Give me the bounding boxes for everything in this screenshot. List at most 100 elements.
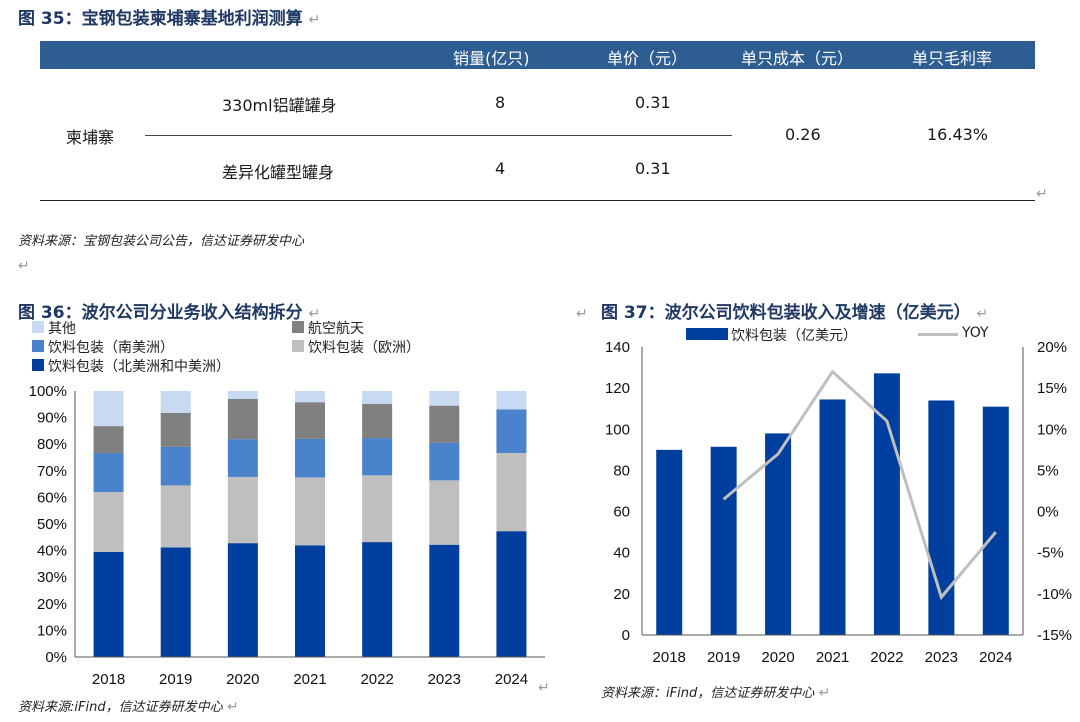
y-tick-label: 50% [37, 516, 67, 533]
bar-segment [160, 547, 191, 657]
row-divider [145, 135, 732, 136]
table-title-text: 宝钢包装柬埔寨基地利润测算 [81, 9, 303, 29]
legend-swatch-yoy [918, 333, 958, 336]
x-tick-label: 2023 [925, 649, 958, 666]
legend-label-aerospace: 航空航天 [308, 321, 364, 337]
y-tick-label: 90% [37, 410, 67, 427]
x-tick-label: 2020 [226, 671, 259, 688]
table-bottom-rule [40, 200, 1035, 201]
y-right-tick-label: 20% [1037, 339, 1067, 356]
legend-swatch-aerospace [292, 321, 304, 333]
chart36-plot: 0% 10% 20% 30% 40% 50% 60% 70% 80% 90% 100% 2018 201… [29, 383, 545, 688]
return-mark-icon: ↵ [308, 12, 321, 28]
bar-segment [160, 446, 191, 486]
legend-swatch-other [32, 321, 44, 333]
bar-segment [160, 391, 191, 413]
bar-segment [429, 391, 460, 406]
bar-segment [227, 439, 258, 477]
y-right-tick-label: -15% [1037, 627, 1072, 644]
x-tick-label: 2021 [293, 671, 326, 688]
bar-segment [429, 544, 460, 657]
bar-segment [496, 531, 527, 657]
chart37-plot: 0 20 40 60 80 100 120 140 -15% -10% -5% 0% 5% 10% 15% 2… [605, 339, 1072, 666]
chart36-title-prefix: 图 [18, 303, 35, 323]
row1-volume: 8 [495, 93, 506, 112]
bar-segment [429, 480, 460, 545]
revenue-bar [710, 446, 737, 635]
row2-product: 差异化罐型罐身 [222, 163, 335, 182]
bar-segment [362, 475, 393, 543]
x-tick-label: 2024 [495, 671, 528, 688]
x-tick-label: 2022 [870, 649, 903, 666]
bar-segment [496, 409, 527, 453]
bar-segment [295, 545, 325, 657]
region-cell: 柬埔寨 [66, 128, 115, 147]
bar-segment [496, 391, 527, 410]
chart37-title-prefix: 图 [601, 303, 618, 323]
return-mark-icon: ↵ [538, 680, 550, 696]
y-left-tick-label: 120 [605, 380, 630, 397]
x-tick-label: 2021 [816, 649, 849, 666]
row1-product: 330ml铝罐罐身 [222, 96, 337, 115]
bar-segment [362, 403, 393, 439]
y-tick-label: 70% [37, 463, 67, 480]
y-left-tick-label: 80 [613, 462, 630, 479]
header-gross-margin: 单只毛利率 [912, 49, 993, 68]
chart37-title-text: 波尔公司饮料包装收入及增速（亿美元） [664, 303, 971, 323]
legend-swatch-beverage [686, 328, 728, 340]
legend-swatch-europe [292, 340, 304, 352]
legend-label-north-america: 饮料包装（北美洲和中美洲） [48, 359, 230, 375]
y-left-tick-label: 40 [613, 545, 630, 562]
y-right-tick-label: 10% [1037, 421, 1067, 438]
bar-segment [160, 485, 191, 548]
y-left-tick-label: 0 [622, 627, 630, 644]
bar-segment [227, 476, 258, 544]
y-left-tick-label: 140 [605, 339, 630, 356]
revenue-bar [982, 406, 1009, 635]
bar-segment [295, 477, 325, 546]
bar-segment [93, 426, 124, 453]
return-mark-icon: ↵ [976, 306, 989, 322]
x-tick-label: 2023 [428, 671, 461, 688]
gross-margin-cell: 16.43% [927, 125, 989, 144]
y-right-tick-label: -5% [1037, 545, 1064, 562]
table-title-prefix: 图 [18, 9, 35, 29]
legend-label-beverage: 饮料包装（亿美元） [731, 328, 857, 344]
row2-price: 0.31 [635, 159, 671, 178]
table-title-number: 35 [40, 9, 65, 29]
bar-segment [227, 398, 258, 440]
chart37-title: 图 37：波尔公司饮料包装收入及增速（亿美元） ↵ [601, 303, 989, 323]
yoy-line [722, 369, 997, 601]
unit-cost-cell: 0.26 [785, 125, 821, 144]
legend-label-south-america: 饮料包装（南美洲） [48, 340, 174, 356]
y-tick-label: 100% [29, 383, 67, 400]
revenue-bar [819, 399, 846, 635]
y-tick-label: 0% [45, 649, 67, 666]
y-tick-label: 60% [37, 489, 67, 506]
legend-label-europe: 饮料包装（欧洲） [308, 340, 420, 356]
x-tick-label: 2018 [92, 671, 125, 688]
bar-segment [362, 438, 393, 476]
revenue-bar [873, 373, 900, 635]
y-right-tick-label: 0% [1037, 504, 1059, 521]
bar-segment [93, 452, 124, 493]
chart36-title: 图 36：波尔公司分业务收入结构拆分 ↵ [18, 303, 321, 323]
return-mark-icon: ↵ [1036, 186, 1048, 202]
x-tick-label: 2019 [159, 671, 192, 688]
y-left-tick-label: 20 [613, 586, 630, 603]
y-right-tick-label: -10% [1037, 586, 1072, 603]
y-tick-label: 40% [37, 543, 67, 560]
legend-label-yoy: YOY [962, 325, 989, 341]
legend-label-other: 其他 [48, 321, 76, 337]
table-title: 图 35：宝钢包装柬埔寨基地利润测算 ↵ [18, 9, 321, 29]
return-mark-icon: ↵ [576, 306, 588, 322]
bar-segment [93, 492, 124, 552]
chart36-title-text: 波尔公司分业务收入结构拆分 [81, 303, 303, 323]
bar-segment [496, 452, 527, 532]
bar-segment [429, 442, 460, 481]
y-left-tick-label: 60 [613, 504, 630, 521]
bar-segment [160, 412, 191, 447]
header-unit-cost: 单只成本（元） [741, 49, 854, 68]
row1-price: 0.31 [635, 93, 671, 112]
chart36-source: 资料来源:iFind，信达证券研发中心 ↵ [18, 699, 239, 715]
